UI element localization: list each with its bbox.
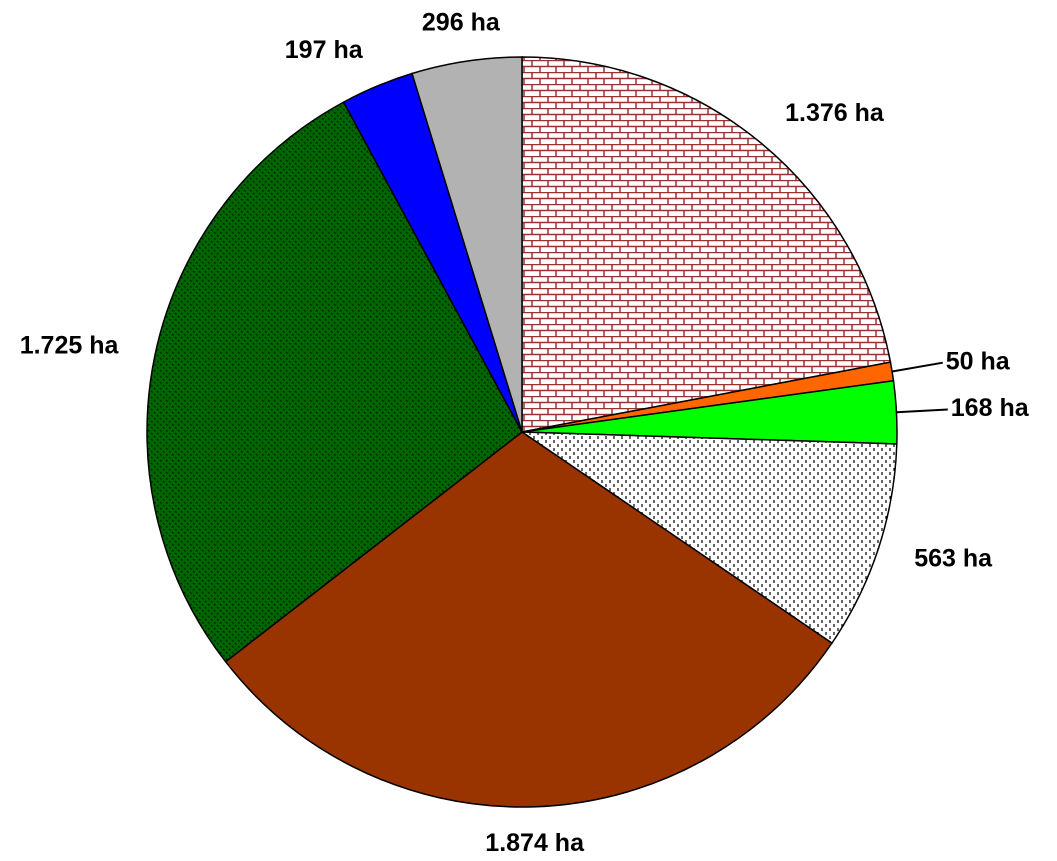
pie-slice	[521, 56, 892, 433]
data-label: 296 ha	[422, 9, 501, 37]
pie-slice	[519, 431, 898, 645]
pie-slice	[411, 56, 523, 433]
data-label: 563 ha	[914, 544, 993, 572]
pie-slice	[224, 431, 833, 808]
data-label: 1.725 ha	[20, 331, 120, 359]
data-label: 1.874 ha	[485, 829, 585, 857]
data-label: 197 ha	[285, 36, 364, 64]
leader-line	[896, 408, 948, 414]
pie-slice	[146, 101, 523, 663]
data-label: 50 ha	[946, 347, 1011, 375]
data-label: 168 ha	[951, 394, 1030, 422]
leader-line	[891, 361, 943, 373]
data-label: 1.376 ha	[785, 99, 885, 127]
